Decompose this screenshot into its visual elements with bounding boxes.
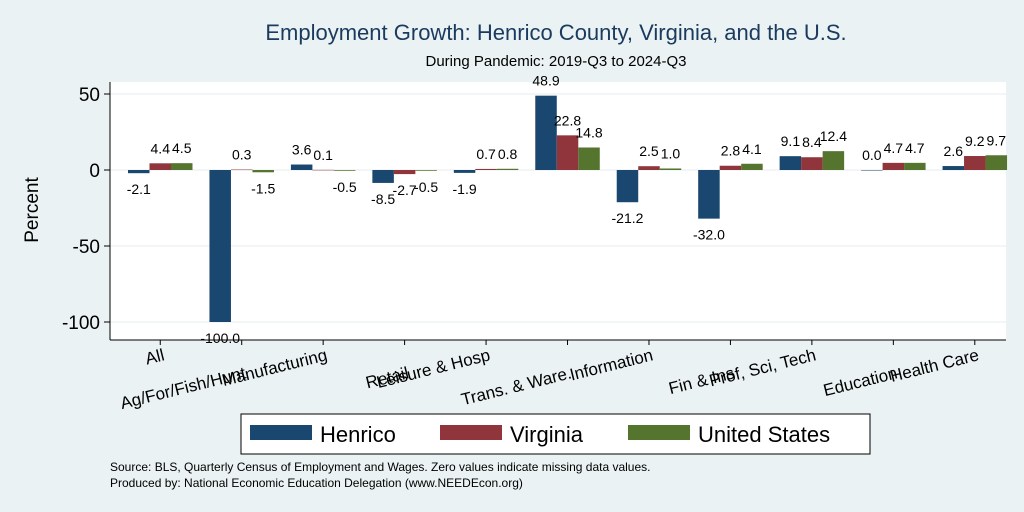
data-label: 22.8 xyxy=(554,112,581,128)
bar-united-states xyxy=(252,170,274,173)
bar-united-states xyxy=(578,147,600,170)
plot-area xyxy=(110,82,1006,340)
data-label: 0.3 xyxy=(232,147,252,163)
bar-virginia xyxy=(801,157,823,170)
data-label: 0.1 xyxy=(313,147,333,163)
legend-box xyxy=(240,413,871,455)
chart-subtitle: During Pandemic: 2019-Q3 to 2024-Q3 xyxy=(426,53,687,70)
legend-label: United States xyxy=(698,422,830,447)
chart-title: Employment Growth: Henrico County, Virgi… xyxy=(265,20,846,45)
y-tick-label: 50 xyxy=(79,85,100,106)
data-label: 9.1 xyxy=(781,133,801,149)
produced-by-note: Produced by: National Economic Education… xyxy=(110,476,523,490)
data-label: -8.5 xyxy=(371,191,395,207)
data-label: 8.4 xyxy=(802,134,822,150)
data-label: -0.5 xyxy=(414,179,438,195)
x-tick-label: Trans. & Ware. xyxy=(459,363,573,409)
bar-united-states xyxy=(822,151,845,170)
legend-swatch xyxy=(250,425,312,440)
legend-label: Virginia xyxy=(510,422,584,447)
data-label: 9.7 xyxy=(987,132,1007,148)
bar-united-states xyxy=(741,163,763,170)
data-label: 4.5 xyxy=(172,140,192,156)
y-axis-label: Percent xyxy=(22,177,43,243)
bar-virginia xyxy=(638,166,660,170)
bar-united-states xyxy=(985,155,1008,170)
bar-henrico xyxy=(861,170,883,171)
data-label: -2.7 xyxy=(393,182,417,198)
bar-henrico xyxy=(453,170,476,173)
bar-henrico xyxy=(372,170,394,183)
data-label: -32.0 xyxy=(693,227,725,243)
data-label: 0.7 xyxy=(476,146,496,162)
bar-henrico xyxy=(128,170,150,174)
data-label: 3.6 xyxy=(292,142,312,158)
bar-henrico xyxy=(290,164,313,170)
y-axis: 50 0 -50 -100 xyxy=(62,82,111,340)
bar-henrico xyxy=(616,170,639,203)
data-label: 0.8 xyxy=(498,146,518,162)
bar-henrico xyxy=(698,170,720,219)
data-label: 0.0 xyxy=(862,147,882,163)
bar-virginia xyxy=(556,135,579,170)
bars xyxy=(128,95,1008,322)
bar-virginia xyxy=(719,165,742,170)
data-label: -100.0 xyxy=(200,330,240,346)
bar-united-states xyxy=(415,170,437,171)
bar-virginia xyxy=(964,156,986,170)
data-labels: -2.1 -100.0 3.6 -8.5 -1.9 48.9 -21.2 -32.0 9.1 0.… xyxy=(127,73,1007,346)
bar-henrico xyxy=(209,170,231,322)
data-label: 9.2 xyxy=(965,133,985,149)
x-tick-label: Leisure & Hosp xyxy=(375,345,492,392)
bar-henrico xyxy=(779,156,802,170)
bar-virginia xyxy=(475,168,497,170)
data-label: -2.1 xyxy=(127,181,151,197)
data-label: -0.5 xyxy=(333,179,357,195)
data-label: 48.9 xyxy=(532,73,559,89)
x-tick-label: Health Care xyxy=(888,345,981,385)
bar-henrico xyxy=(535,95,557,170)
data-label: 4.7 xyxy=(905,140,925,156)
bar-virginia xyxy=(149,163,171,170)
y-tick-label: -50 xyxy=(73,237,100,258)
data-label: -1.9 xyxy=(453,181,477,197)
bar-henrico xyxy=(942,166,965,170)
data-label: 14.8 xyxy=(575,125,602,141)
bar-virginia xyxy=(882,162,905,170)
data-label: 1.0 xyxy=(661,145,681,161)
x-tick-label: Information xyxy=(568,345,655,384)
data-label: 4.4 xyxy=(151,140,171,156)
bar-united-states xyxy=(333,170,356,171)
source-note: Source: BLS, Quarterly Census of Employm… xyxy=(110,460,651,474)
data-label: -1.5 xyxy=(251,180,275,196)
y-tick-label: -100 xyxy=(62,313,100,334)
bar-virginia xyxy=(393,170,416,175)
x-tick-label: All xyxy=(143,345,166,368)
y-tick-label: 0 xyxy=(89,161,100,182)
data-label: 2.6 xyxy=(944,143,964,159)
x-tick-label: Prof, Sci, Tech xyxy=(707,345,818,390)
data-label: 4.1 xyxy=(742,141,762,157)
data-label: 4.7 xyxy=(884,140,904,156)
bar-united-states xyxy=(659,168,682,170)
data-label: 12.4 xyxy=(820,128,847,144)
legend-swatch xyxy=(628,425,690,440)
bar-virginia xyxy=(312,169,334,171)
data-label: -21.2 xyxy=(612,210,644,226)
legend: Henrico Virginia United States xyxy=(240,413,871,455)
legend-label: Henrico xyxy=(320,422,396,447)
legend-swatch xyxy=(440,425,502,440)
bar-united-states xyxy=(496,168,519,170)
data-label: 2.8 xyxy=(721,143,741,159)
data-label: 2.5 xyxy=(639,143,659,159)
x-tick-label: Manufacturing xyxy=(220,345,329,389)
bar-virginia xyxy=(230,169,253,171)
bar-united-states xyxy=(904,162,926,170)
bar-united-states xyxy=(171,163,193,170)
